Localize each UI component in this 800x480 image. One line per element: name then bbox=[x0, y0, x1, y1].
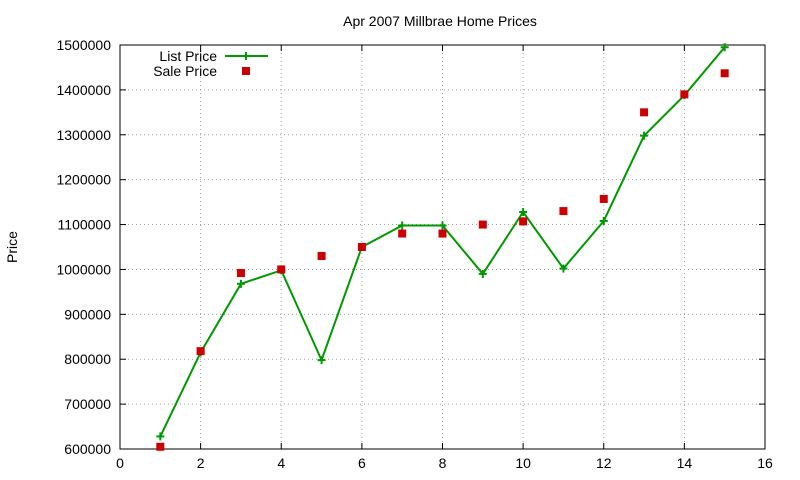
x-tick-label: 4 bbox=[277, 455, 285, 471]
list-price-point bbox=[236, 279, 245, 288]
legend-cross-swatch bbox=[242, 52, 250, 60]
y-axis-label: Price bbox=[4, 231, 20, 263]
chart-title: Apr 2007 Millbrae Home Prices bbox=[343, 13, 537, 29]
sale-price-point bbox=[236, 269, 245, 278]
sale-price-point bbox=[599, 194, 608, 203]
sale-price-point bbox=[196, 347, 205, 356]
x-tick-label: 16 bbox=[757, 455, 773, 471]
x-tick-label: 6 bbox=[358, 455, 366, 471]
y-tick-label: 1500000 bbox=[56, 37, 111, 53]
legend-label: Sale Price bbox=[153, 63, 217, 79]
y-tick-label: 700000 bbox=[64, 396, 111, 412]
y-tick-label: 1000000 bbox=[56, 261, 111, 277]
x-tick-label: 0 bbox=[116, 455, 124, 471]
sale-price-point bbox=[277, 265, 286, 274]
legend-label: List Price bbox=[159, 48, 217, 64]
y-tick-label: 600000 bbox=[64, 441, 111, 457]
list-price-point bbox=[478, 269, 487, 278]
sale-price-point bbox=[519, 217, 528, 226]
legend-square-swatch bbox=[242, 67, 250, 75]
list-price-point bbox=[720, 43, 729, 52]
y-tick-label: 1100000 bbox=[58, 217, 112, 233]
list-price-point bbox=[438, 221, 447, 230]
sale-price-point bbox=[156, 442, 165, 451]
sale-price-point bbox=[680, 90, 689, 99]
series-sale-price bbox=[156, 69, 729, 451]
list-price-point bbox=[559, 264, 568, 273]
y-tick-label: 900000 bbox=[64, 306, 111, 322]
sale-price-point bbox=[559, 207, 568, 216]
sale-price-point bbox=[317, 251, 326, 260]
x-tick-label: 8 bbox=[439, 455, 447, 471]
x-tick-label: 12 bbox=[596, 455, 612, 471]
x-tick-label: 14 bbox=[677, 455, 693, 471]
list-price-point bbox=[156, 432, 165, 441]
axis-ticks: 0 2 4 6 8 10 12 14 16 600000 700000 800000 900000 100… bbox=[56, 37, 773, 471]
sale-price-point bbox=[398, 229, 407, 238]
x-tick-label: 2 bbox=[197, 455, 205, 471]
sale-price-point bbox=[357, 243, 366, 251]
list-price-point bbox=[317, 356, 326, 365]
y-tick-label: 1400000 bbox=[56, 82, 111, 98]
sale-price-point bbox=[438, 229, 447, 238]
list-price-point bbox=[599, 216, 608, 225]
grid bbox=[120, 45, 765, 449]
y-tick-label: 1200000 bbox=[56, 172, 111, 188]
series bbox=[156, 43, 729, 451]
list-price-point bbox=[398, 221, 407, 230]
sale-price-point bbox=[720, 69, 729, 78]
sale-price-point bbox=[478, 220, 487, 229]
list-price-point bbox=[640, 131, 649, 140]
sale-price-point bbox=[640, 108, 649, 117]
y-tick-label: 800000 bbox=[64, 351, 111, 367]
y-tick-label: 1300000 bbox=[56, 127, 111, 143]
x-tick-label: 10 bbox=[515, 455, 531, 471]
list-price-point bbox=[519, 207, 528, 216]
